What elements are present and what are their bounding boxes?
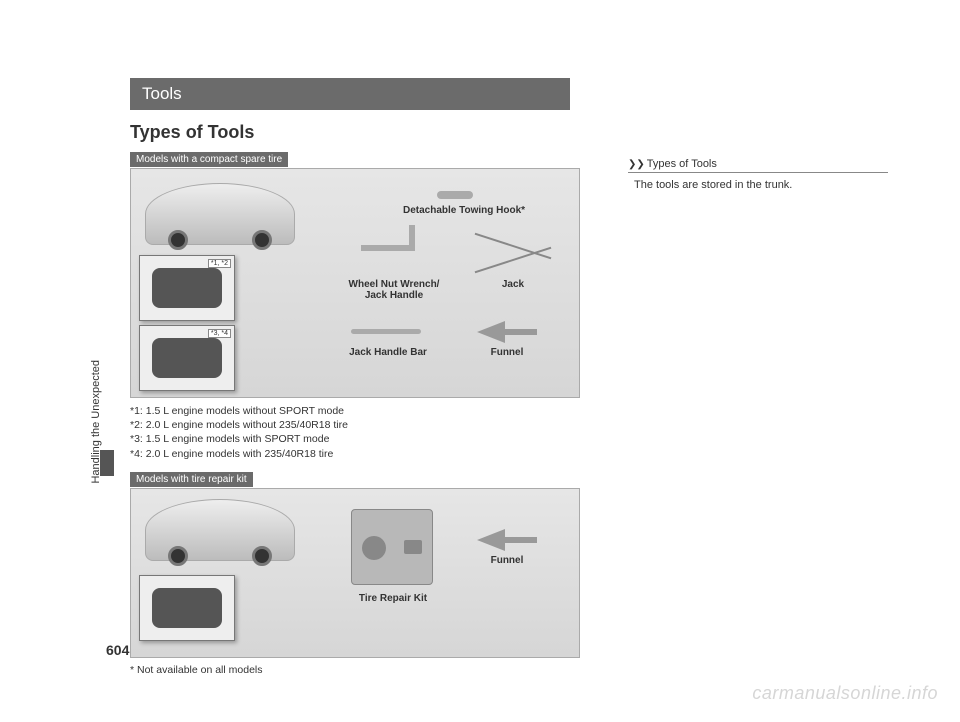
inset-tag-1: *1, *2 [208, 259, 231, 268]
asterisk-note: * Not available on all models [130, 664, 580, 676]
car-illustration-2 [145, 499, 295, 561]
tools-diagram-spare: *1, *2 *3, *4 Detachable Towing Hook* Wh… [130, 168, 580, 398]
car-illustration [145, 183, 295, 245]
repair-kit-label: Tire Repair Kit [343, 593, 443, 604]
main-content: Types of Tools Models with a compact spa… [130, 122, 580, 676]
sidebar-divider [628, 172, 888, 173]
sidebar-heading-text: Types of Tools [647, 158, 717, 170]
sidebar-text: The tools are stored in the trunk. [628, 179, 888, 191]
trunk-inset-1: *1, *2 [139, 255, 235, 321]
funnel-label: Funnel [477, 347, 537, 358]
trunk-inset-kit [139, 575, 235, 641]
footnotes: *1: 1.5 L engine models without SPORT mo… [130, 404, 580, 461]
footnote-4: *4: 2.0 L engine models with 235/40R18 t… [130, 447, 580, 461]
watermark: carmanualsonline.info [752, 683, 938, 704]
funnel-icon-2 [477, 529, 537, 551]
tools-diagram-repairkit: Tire Repair Kit Funnel [130, 488, 580, 658]
footnote-2: *2: 2.0 L engine models without 235/40R1… [130, 418, 580, 432]
sidebar: ❯❯Types of Tools The tools are stored in… [628, 122, 888, 676]
funnel-label-2: Funnel [477, 555, 537, 566]
footnote-3: *3: 1.5 L engine models with SPORT mode [130, 432, 580, 446]
wrench-icon [361, 245, 411, 251]
page-number: 604 [106, 642, 129, 658]
funnel-icon [477, 321, 537, 343]
model-tag-repairkit: Models with tire repair kit [130, 472, 253, 487]
jack-bar-icon [351, 329, 421, 334]
trunk-inset-2: *3, *4 [139, 325, 235, 391]
inset-tag-2: *3, *4 [208, 329, 231, 338]
model-tag-spare: Models with a compact spare tire [130, 152, 288, 167]
page-subtitle: Types of Tools [130, 122, 580, 143]
section-header: Tools [130, 78, 570, 110]
sidebar-arrow-icon: ❯❯ [628, 159, 645, 170]
repair-kit-icon [351, 509, 433, 585]
wrench-label: Wheel Nut Wrench/Jack Handle [339, 279, 449, 301]
jack-bar-label: Jack Handle Bar [343, 347, 433, 358]
towing-hook-label: Detachable Towing Hook* [389, 205, 539, 216]
sidebar-heading: ❯❯Types of Tools [628, 158, 888, 170]
chapter-marker [100, 450, 114, 476]
towing-hook-icon [437, 191, 473, 199]
jack-label: Jack [483, 279, 543, 290]
jack-icon [473, 237, 553, 269]
footnote-1: *1: 1.5 L engine models without SPORT mo… [130, 404, 580, 418]
